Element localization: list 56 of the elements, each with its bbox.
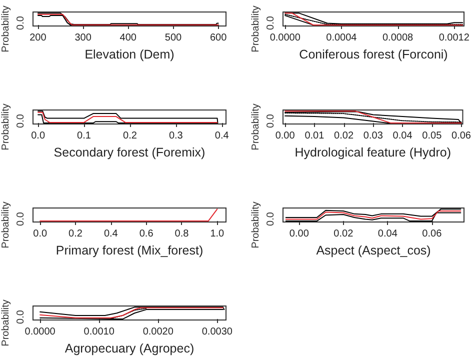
x-tick-label: 0.3: [168, 130, 184, 142]
y-axis-title: Probability: [250, 104, 262, 150]
x-axis-title: Aspect (Aspect_cos): [316, 244, 431, 258]
text: 0.0: [266, 16, 276, 30]
text: 0.0: [266, 212, 276, 226]
x-tick-label: 0.00: [289, 228, 310, 240]
x-axis-title: Primary forest (Mix_forest): [56, 244, 204, 258]
text: 0.0: [16, 212, 26, 226]
x-tick-label: 0.04: [378, 228, 398, 240]
x-tick-label: 0.03: [363, 130, 384, 142]
x-tick-label: 0.04: [392, 130, 413, 142]
x-axis-title: Secondary forest (Foremix): [54, 146, 206, 160]
y-axis-title: Probability: [0, 6, 12, 52]
x-tick-label: 600: [210, 32, 228, 44]
x-tick-label: 0.06: [452, 130, 472, 142]
x-tick-label: 0.0: [31, 130, 46, 142]
text: 0.0: [16, 310, 26, 324]
y-axis-title: Probability: [0, 202, 12, 248]
x-tick-label: 0.2: [68, 228, 83, 240]
text: 0.0: [16, 114, 26, 128]
x-axis-title: Elevation (Dem): [84, 48, 174, 62]
y-axis-title: Probability: [250, 6, 262, 52]
text: 0.0: [266, 114, 276, 128]
x-tick-label: 400: [120, 32, 137, 44]
x-tick-label: 300: [74, 32, 92, 44]
x-tick-label: 0.0000: [24, 326, 56, 338]
x-tick-label: 0.6: [139, 228, 154, 240]
x-tick-label: 0.0: [33, 228, 48, 240]
x-tick-label: 0.8: [174, 228, 190, 240]
text: 0.0: [16, 16, 26, 30]
x-tick-label: 1.0: [210, 228, 225, 240]
x-tick-label: 0.4: [104, 228, 118, 240]
x-tick-label: 0.0004: [326, 32, 358, 44]
y-axis-title: Probability: [250, 202, 262, 248]
x-tick-label: 0.0012: [438, 32, 470, 44]
x-axis-title: Coniferous forest (Forconi): [299, 48, 448, 62]
x-tick-label: 0.4: [214, 130, 230, 142]
y-axis-title: Probability: [0, 104, 12, 150]
x-tick-label: 0.05: [422, 130, 442, 142]
y-axis-title: Probability: [0, 300, 12, 346]
x-tick-label: 500: [164, 32, 182, 44]
x-tick-label: 0.0020: [142, 326, 174, 338]
x-axis-title: Hydrological feature (Hydro): [294, 146, 452, 160]
x-tick-label: 0.0000: [270, 32, 301, 44]
x-tick-label: 200: [30, 32, 47, 44]
x-tick-label: 0.0030: [202, 326, 233, 338]
x-tick-label: 0.0010: [84, 326, 115, 338]
x-tick-label: 0.2: [123, 130, 138, 142]
x-tick-label: 0.00: [275, 130, 296, 142]
x-tick-label: 0.06: [422, 228, 442, 240]
x-tick-label: 0.1: [77, 130, 92, 142]
x-tick-label: 0.02: [334, 130, 354, 142]
x-tick-label: 0.0008: [382, 32, 414, 44]
x-tick-label: 0.01: [304, 130, 325, 142]
x-tick-label: 0.02: [334, 228, 354, 240]
x-axis-title: Agropecuary (Agropec): [64, 342, 194, 356]
